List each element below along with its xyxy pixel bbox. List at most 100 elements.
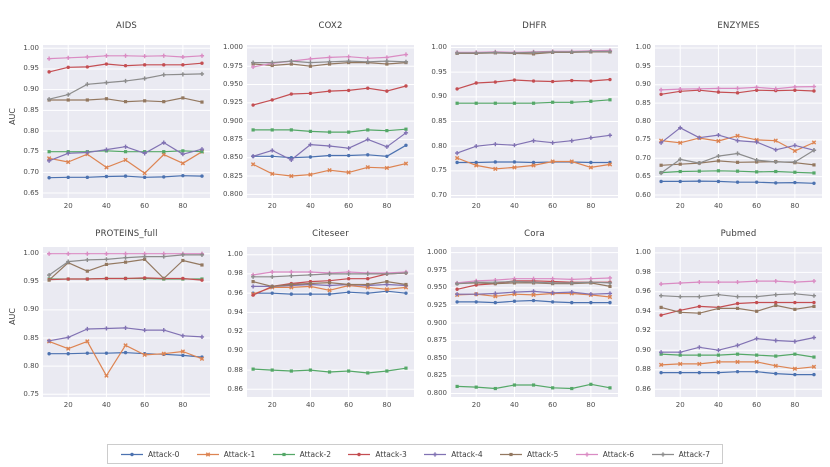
x-tick-label: 40 xyxy=(305,202,315,210)
data-point-marker xyxy=(199,53,205,58)
data-point-marker xyxy=(755,353,759,357)
plot-area-pubmed xyxy=(655,247,822,397)
data-point-marker xyxy=(66,251,71,256)
data-point-marker xyxy=(678,280,683,286)
y-tick-label: 0.850 xyxy=(222,153,243,162)
data-point-marker xyxy=(551,100,555,104)
data-point-marker xyxy=(66,98,70,102)
data-point-marker xyxy=(251,154,256,159)
x-tick-label: 80 xyxy=(178,202,188,210)
data-point-marker xyxy=(66,335,71,340)
legend-marker-icon xyxy=(424,451,447,457)
data-point-marker xyxy=(85,326,90,332)
data-point-marker xyxy=(551,386,555,390)
data-point-marker xyxy=(308,155,313,159)
data-point-marker xyxy=(493,300,498,305)
data-point-marker xyxy=(366,291,370,295)
data-point-marker xyxy=(66,346,71,351)
data-point-marker xyxy=(531,163,536,168)
data-point-marker xyxy=(270,148,275,153)
data-point-marker xyxy=(270,128,274,132)
data-point-marker xyxy=(104,276,109,281)
x-tick-label: 20 xyxy=(267,202,277,210)
y-tick-label: 0.88 xyxy=(227,365,243,374)
data-point-marker xyxy=(327,280,332,285)
data-point-marker xyxy=(404,282,408,287)
data-point-marker xyxy=(123,78,128,84)
data-point-marker xyxy=(735,91,740,95)
y-tick-label: 0.98 xyxy=(227,269,243,278)
data-point-marker xyxy=(289,269,294,275)
data-point-marker xyxy=(289,157,294,163)
y-tick-label: 0.825 xyxy=(222,171,243,180)
data-point-marker xyxy=(754,278,759,284)
data-point-marker xyxy=(85,269,89,273)
y-tick-label: 0.86 xyxy=(227,384,243,393)
data-point-marker xyxy=(716,359,721,365)
data-point-marker xyxy=(678,140,683,146)
y-tick-label: 0.800 xyxy=(222,189,243,198)
data-point-marker xyxy=(474,50,479,55)
legend-label: Attack-2 xyxy=(299,449,332,459)
y-tick-label: 0.950 xyxy=(222,80,243,89)
data-point-marker xyxy=(270,269,275,275)
y-tick-label: 0.96 xyxy=(635,287,651,296)
y-tick-label: 0.65 xyxy=(635,172,651,181)
data-point-marker xyxy=(104,257,109,262)
x-tick-label: 80 xyxy=(178,401,188,409)
data-point-marker xyxy=(346,146,351,151)
data-point-marker xyxy=(161,72,166,77)
data-point-marker xyxy=(812,372,816,377)
data-point-marker xyxy=(142,170,147,176)
data-point-marker xyxy=(792,366,798,371)
legend-marker-icon xyxy=(272,452,295,456)
data-point-marker xyxy=(308,368,313,372)
data-point-marker xyxy=(327,370,332,374)
data-point-marker xyxy=(365,56,370,61)
data-point-marker xyxy=(792,279,797,285)
data-point-marker xyxy=(143,257,147,261)
subplot-title: Cora xyxy=(524,229,545,239)
legend-label: Attack-3 xyxy=(375,449,407,459)
data-point-marker xyxy=(512,299,517,303)
data-point-marker xyxy=(308,142,313,147)
data-point-marker xyxy=(384,55,389,60)
data-point-marker xyxy=(607,162,613,167)
data-point-marker xyxy=(104,97,109,101)
data-point-marker xyxy=(308,172,313,177)
data-point-marker xyxy=(474,81,478,85)
data-point-marker xyxy=(754,88,759,92)
data-point-marker xyxy=(308,129,313,133)
data-point-marker xyxy=(588,135,593,140)
y-tick-label: 0.60 xyxy=(635,190,651,199)
data-point-marker xyxy=(123,260,128,264)
data-point-marker xyxy=(199,334,205,339)
data-point-marker xyxy=(659,92,663,96)
legend-item-attack-0: Attack-0 xyxy=(120,450,179,459)
subplot-title: Pubmed xyxy=(720,229,757,239)
data-point-marker xyxy=(199,71,205,77)
x-tick-label: 60 xyxy=(344,202,354,210)
data-point-marker xyxy=(161,53,166,58)
data-point-marker xyxy=(550,300,555,304)
data-point-marker xyxy=(289,173,294,179)
data-point-marker xyxy=(812,355,816,359)
data-point-marker xyxy=(365,271,370,277)
data-point-marker xyxy=(47,97,52,102)
data-point-marker xyxy=(270,274,275,279)
data-point-marker xyxy=(327,55,332,60)
data-point-marker xyxy=(716,153,721,159)
data-point-marker xyxy=(474,160,478,165)
data-point-marker xyxy=(142,328,147,333)
x-tick-label: 80 xyxy=(790,401,800,409)
data-point-marker xyxy=(755,309,759,313)
data-point-marker xyxy=(181,353,185,358)
data-point-marker xyxy=(678,310,682,314)
data-point-marker xyxy=(512,165,517,170)
data-point-marker xyxy=(811,335,817,340)
data-point-marker xyxy=(104,53,109,58)
subplot-title: COX2 xyxy=(318,21,343,31)
y-tick-label: 0.70 xyxy=(23,167,39,176)
data-point-marker xyxy=(735,160,740,164)
data-point-marker xyxy=(531,138,536,143)
